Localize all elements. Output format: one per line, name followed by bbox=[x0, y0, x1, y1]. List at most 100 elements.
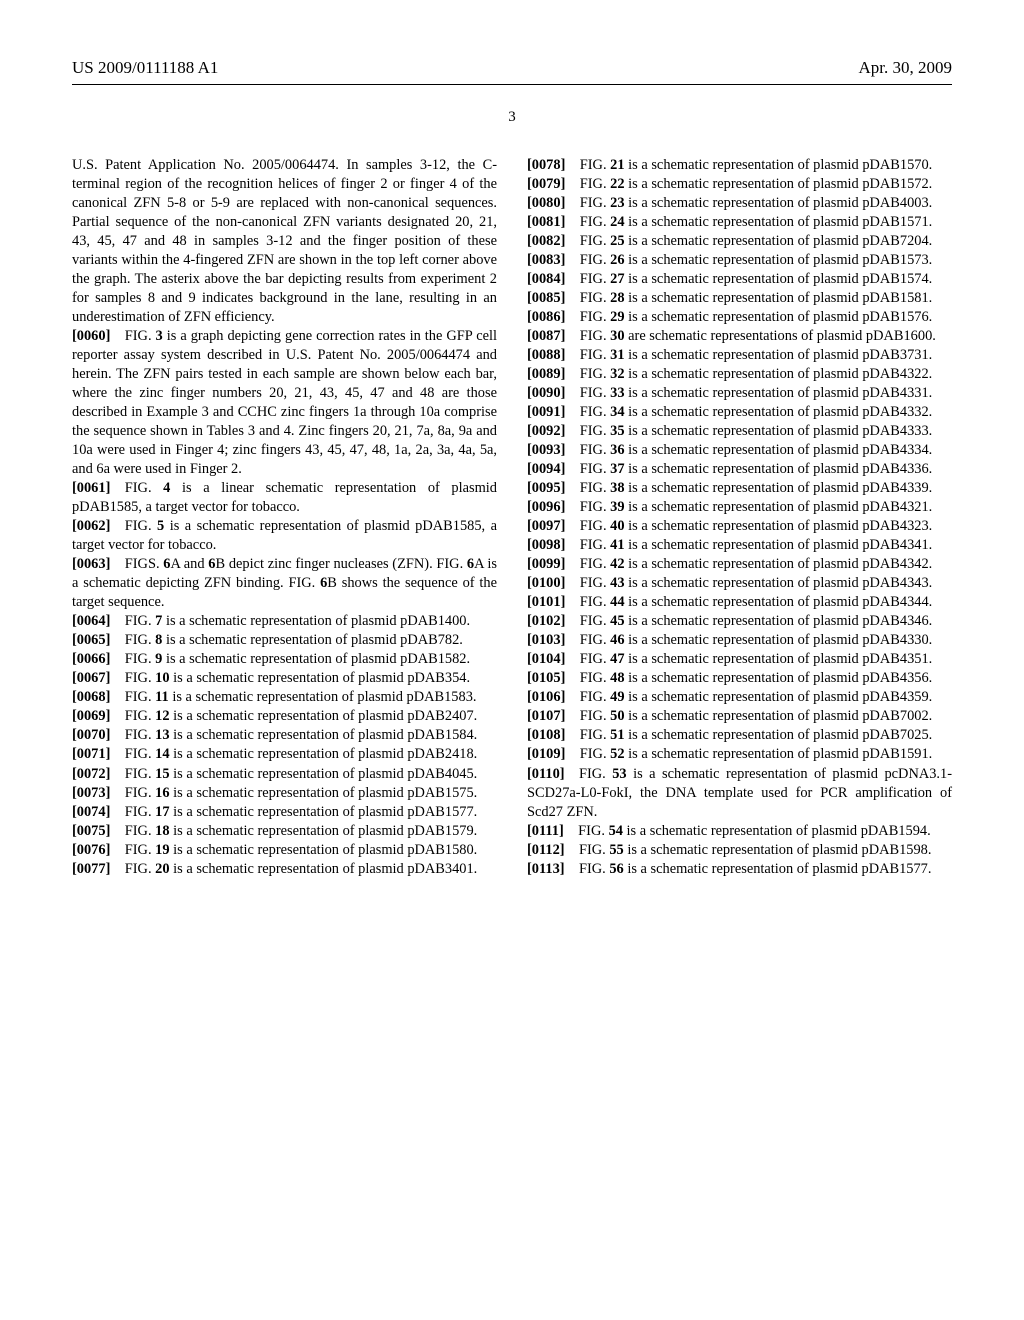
figure-number: 6 bbox=[467, 556, 474, 572]
figure-number: 6 bbox=[320, 575, 327, 591]
paragraph-number: [0102] bbox=[527, 613, 565, 629]
paragraph: [0071] FIG. 14 is a schematic representa… bbox=[72, 745, 497, 764]
figure-number: 4 bbox=[163, 480, 170, 496]
figure-number: 49 bbox=[610, 689, 624, 705]
figure-number: 16 bbox=[155, 785, 169, 801]
paragraph-number: [0099] bbox=[527, 556, 565, 572]
paragraph: [0072] FIG. 15 is a schematic representa… bbox=[72, 765, 497, 784]
paragraph: [0099] FIG. 42 is a schematic representa… bbox=[527, 555, 952, 574]
paragraph-number: [0060] bbox=[72, 328, 110, 344]
figure-number: 6 bbox=[163, 556, 170, 572]
paragraph: [0079] FIG. 22 is a schematic representa… bbox=[527, 175, 952, 194]
figure-number: 47 bbox=[610, 651, 624, 667]
figure-number: 46 bbox=[610, 632, 624, 648]
figure-number: 52 bbox=[610, 746, 624, 762]
paragraph-number: [0071] bbox=[72, 746, 110, 762]
paragraph: [0100] FIG. 43 is a schematic representa… bbox=[527, 574, 952, 593]
figure-number: 24 bbox=[610, 214, 624, 230]
paragraph-number: [0089] bbox=[527, 366, 565, 382]
paragraph: [0103] FIG. 46 is a schematic representa… bbox=[527, 631, 952, 650]
paragraph: [0063] FIGS. 6A and 6B depict zinc finge… bbox=[72, 555, 497, 612]
figure-number: 43 bbox=[610, 575, 624, 591]
header-rule bbox=[72, 84, 952, 85]
figure-number: 7 bbox=[155, 613, 162, 629]
figure-number: 27 bbox=[610, 271, 624, 287]
paragraph: [0086] FIG. 29 is a schematic representa… bbox=[527, 308, 952, 327]
figure-number: 36 bbox=[610, 442, 624, 458]
paragraph-number: [0084] bbox=[527, 271, 565, 287]
paragraph-number: [0069] bbox=[72, 708, 110, 724]
paragraph-number: [0103] bbox=[527, 632, 565, 648]
paragraph: [0107] FIG. 50 is a schematic representa… bbox=[527, 707, 952, 726]
figure-number: 14 bbox=[155, 746, 169, 762]
paragraph: [0077] FIG. 20 is a schematic representa… bbox=[72, 860, 497, 879]
figure-number: 41 bbox=[610, 537, 624, 553]
paragraph: [0066] FIG. 9 is a schematic representat… bbox=[72, 650, 497, 669]
paragraph: [0105] FIG. 48 is a schematic representa… bbox=[527, 669, 952, 688]
paragraph-number: [0100] bbox=[527, 575, 565, 591]
figure-number: 53 bbox=[612, 766, 626, 782]
paragraph-number: [0077] bbox=[72, 861, 110, 877]
figure-number: 8 bbox=[155, 632, 162, 648]
figure-number: 11 bbox=[155, 689, 169, 705]
paragraph-number: [0067] bbox=[72, 670, 110, 686]
figure-number: 21 bbox=[610, 157, 624, 173]
paragraph-number: [0094] bbox=[527, 461, 565, 477]
paragraph: [0092] FIG. 35 is a schematic representa… bbox=[527, 422, 952, 441]
figure-number: 31 bbox=[610, 347, 624, 363]
figure-number: 5 bbox=[157, 518, 164, 534]
figure-number: 54 bbox=[609, 823, 623, 839]
paragraph-number: [0062] bbox=[72, 518, 110, 534]
figure-number: 20 bbox=[155, 861, 169, 877]
paragraph-number: [0088] bbox=[527, 347, 565, 363]
paragraph: [0082] FIG. 25 is a schematic representa… bbox=[527, 232, 952, 251]
paragraph-number: [0095] bbox=[527, 480, 565, 496]
paragraph-number: [0074] bbox=[72, 804, 110, 820]
paragraph: [0084] FIG. 27 is a schematic representa… bbox=[527, 270, 952, 289]
paragraph-number: [0098] bbox=[527, 537, 565, 553]
figure-number: 39 bbox=[610, 499, 624, 515]
paragraph-number: [0106] bbox=[527, 689, 565, 705]
paragraph: [0067] FIG. 10 is a schematic representa… bbox=[72, 669, 497, 688]
paragraph: [0080] FIG. 23 is a schematic representa… bbox=[527, 194, 952, 213]
paragraph: [0110] FIG. 53 is a schematic representa… bbox=[527, 765, 952, 822]
page-number: 3 bbox=[72, 109, 952, 126]
paragraph-number: [0091] bbox=[527, 404, 565, 420]
figure-number: 3 bbox=[156, 328, 163, 344]
page-header: US 2009/0111188 A1 Apr. 30, 2009 bbox=[72, 58, 952, 78]
paragraph-number: [0105] bbox=[527, 670, 565, 686]
paragraph: [0095] FIG. 38 is a schematic representa… bbox=[527, 479, 952, 498]
paragraph: [0102] FIG. 45 is a schematic representa… bbox=[527, 612, 952, 631]
paragraph-number: [0076] bbox=[72, 842, 110, 858]
paragraph-number: [0093] bbox=[527, 442, 565, 458]
paragraph-number: [0068] bbox=[72, 689, 110, 705]
paragraph: [0065] FIG. 8 is a schematic representat… bbox=[72, 631, 497, 650]
paragraph-number: [0063] bbox=[72, 556, 110, 572]
paragraph-number: [0111] bbox=[527, 823, 564, 839]
figure-number: 15 bbox=[155, 766, 169, 782]
paragraph: [0109] FIG. 52 is a schematic representa… bbox=[527, 745, 952, 764]
figure-number: 6 bbox=[208, 556, 215, 572]
paragraph-number: [0092] bbox=[527, 423, 565, 439]
paragraph: [0098] FIG. 41 is a schematic representa… bbox=[527, 536, 952, 555]
figure-number: 50 bbox=[610, 708, 624, 724]
figure-number: 44 bbox=[610, 594, 624, 610]
figure-number: 29 bbox=[610, 309, 624, 325]
paragraph: [0083] FIG. 26 is a schematic representa… bbox=[527, 251, 952, 270]
figure-number: 51 bbox=[610, 727, 624, 743]
figure-number: 10 bbox=[155, 670, 169, 686]
figure-number: 34 bbox=[610, 404, 624, 420]
paragraph: [0106] FIG. 49 is a schematic representa… bbox=[527, 688, 952, 707]
paragraph-number: [0109] bbox=[527, 746, 565, 762]
paragraph-number: [0080] bbox=[527, 195, 565, 211]
paragraph-number: [0083] bbox=[527, 252, 565, 268]
paragraph: [0073] FIG. 16 is a schematic representa… bbox=[72, 784, 497, 803]
paragraph-number: [0110] bbox=[527, 766, 565, 782]
paragraph: [0087] FIG. 30 are schematic representat… bbox=[527, 327, 952, 346]
figure-number: 40 bbox=[610, 518, 624, 534]
paragraph: [0113] FIG. 56 is a schematic representa… bbox=[527, 860, 952, 879]
paragraph: [0089] FIG. 32 is a schematic representa… bbox=[527, 365, 952, 384]
paragraph: [0101] FIG. 44 is a schematic representa… bbox=[527, 593, 952, 612]
intro-paragraph: U.S. Patent Application No. 2005/0064474… bbox=[72, 156, 497, 327]
figure-number: 33 bbox=[610, 385, 624, 401]
